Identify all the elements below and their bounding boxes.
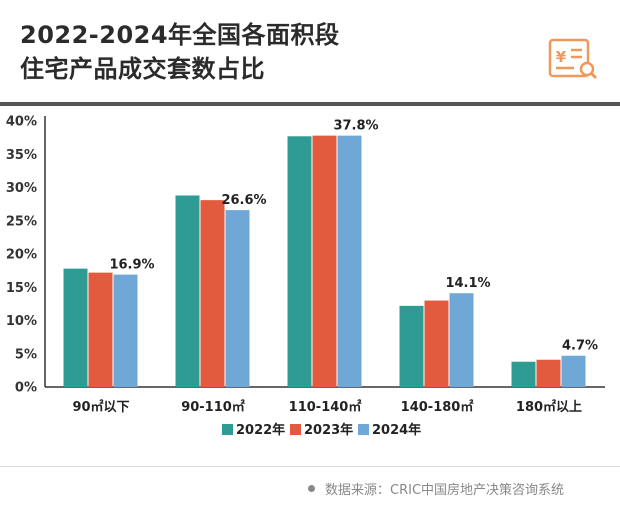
y-tick-label: 40% (6, 115, 37, 130)
x-tick-label: 180㎡以上 (516, 399, 582, 415)
x-tick-label: 140-180㎡ (401, 399, 474, 415)
title-line-2: 住宅产品成交套数占比 (20, 55, 265, 83)
bar (399, 305, 424, 387)
legend-swatch (222, 424, 233, 435)
y-tick-label: 20% (6, 248, 37, 263)
header-divider (0, 102, 620, 106)
y-tick-label: 25% (6, 214, 37, 229)
bar (113, 274, 138, 387)
bullet-dot (308, 485, 315, 492)
footer-divider (0, 466, 620, 467)
bar (88, 272, 113, 387)
y-tick-label: 0% (15, 381, 37, 396)
bar (312, 135, 337, 387)
y-tick-label: 10% (6, 314, 37, 329)
legend-swatch (358, 424, 369, 435)
data-label: 26.6% (221, 193, 266, 208)
bar (225, 210, 250, 387)
y-tick-label: 30% (6, 181, 37, 196)
data-label: 4.7% (562, 339, 598, 354)
bar (287, 136, 312, 387)
legend-swatch (290, 424, 301, 435)
chart-title: 2022-2024年全国各面积段 住宅产品成交套数占比 (20, 18, 340, 86)
bar (511, 361, 536, 387)
data-label: 16.9% (109, 258, 154, 273)
source-text: 数据来源：CRIC中国房地产决策咨询系统 (325, 483, 565, 498)
bar (200, 200, 225, 387)
y-tick-label: 15% (6, 281, 37, 296)
yuan-document-search-icon: ¥ (548, 38, 598, 80)
legend-label: 2024年 (372, 422, 421, 438)
bar (536, 359, 561, 387)
bar (63, 268, 88, 387)
legend-label: 2022年 (236, 422, 285, 438)
bar (449, 293, 474, 387)
bar (175, 195, 200, 387)
y-tick-label: 5% (15, 347, 37, 362)
source-note: 数据来源：CRIC中国房地产决策咨询系统 (308, 479, 564, 498)
x-tick-label: 90-110㎡ (181, 399, 245, 415)
bar-chart: 0% 5% 10% 15% 20% 25% 30% 35% 40% 16.9% 90㎡以下 26.6%… (6, 115, 605, 438)
bar (337, 135, 362, 387)
data-label: 37.8% (333, 119, 378, 134)
x-tick-label: 110-140㎡ (289, 399, 362, 415)
y-tick-label: 35% (6, 148, 37, 163)
data-label: 14.1% (445, 276, 490, 291)
bar (561, 355, 586, 387)
title-line-1: 2022-2024年全国各面积段 (20, 21, 340, 49)
bar (424, 300, 449, 387)
x-tick-label: 90㎡以下 (72, 399, 129, 415)
svg-text:¥: ¥ (556, 48, 567, 66)
legend-label: 2023年 (304, 422, 353, 438)
